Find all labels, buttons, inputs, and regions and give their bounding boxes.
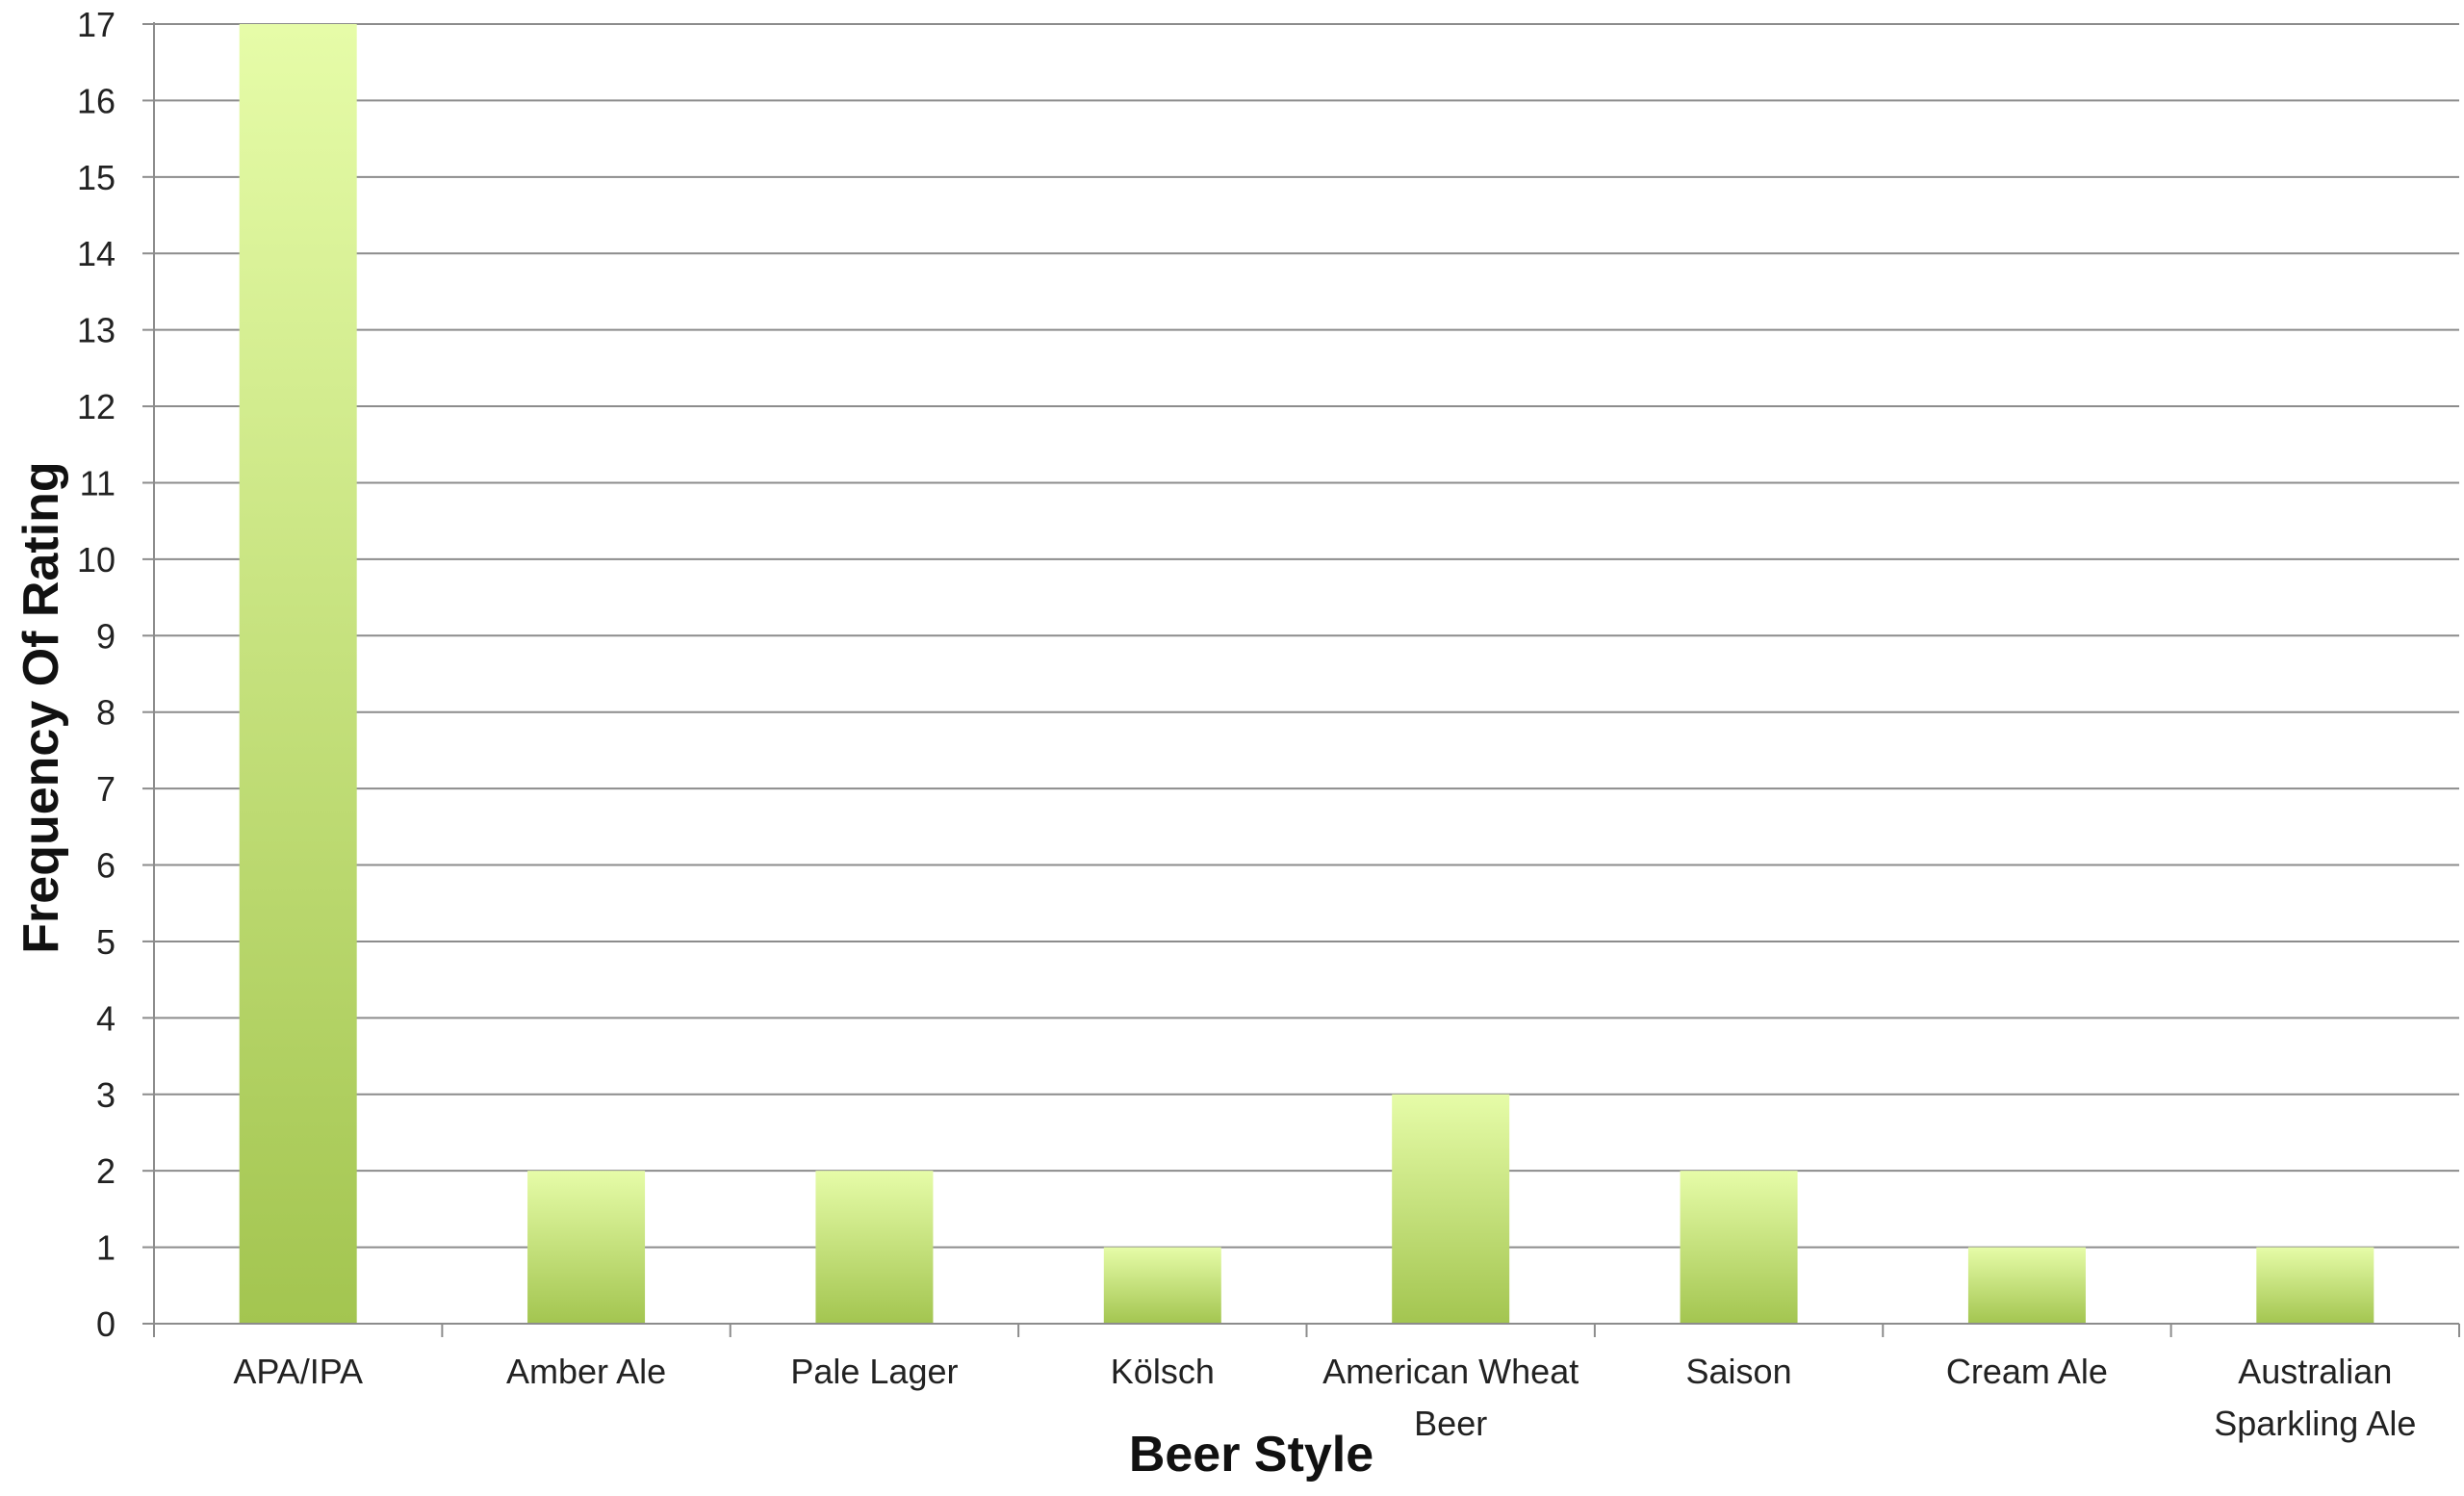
y-tick-label: 5 xyxy=(96,922,116,962)
x-tick-label: Amber Ale xyxy=(506,1352,666,1391)
y-tick-label: 6 xyxy=(96,846,116,886)
y-tick-label: 3 xyxy=(96,1075,116,1115)
bar xyxy=(527,1171,646,1324)
y-tick-label: 2 xyxy=(96,1151,116,1191)
y-axis-title: Frequency Of Rating xyxy=(13,461,69,953)
x-tick-label: Kölsch xyxy=(1111,1352,1215,1391)
y-tick-label: 11 xyxy=(80,463,116,503)
bar xyxy=(1680,1171,1798,1324)
x-tick-label: Pale Lager xyxy=(790,1352,958,1391)
y-tick-label: 14 xyxy=(77,234,116,273)
x-tick-label: APA/IPA xyxy=(233,1352,363,1391)
y-tick-label: 4 xyxy=(96,998,116,1038)
bar xyxy=(239,24,357,1324)
y-tick-label: 15 xyxy=(77,158,116,197)
y-tick-label: 13 xyxy=(77,311,116,350)
y-tick-label: 12 xyxy=(77,387,116,426)
bars xyxy=(239,24,2374,1324)
y-tick-label: 1 xyxy=(96,1228,116,1268)
y-tick-label: 16 xyxy=(77,81,116,120)
x-tick-label: Saison xyxy=(1686,1352,1792,1391)
bar xyxy=(815,1171,934,1324)
gridlines xyxy=(154,23,2459,1249)
x-tick-label: American Wheat xyxy=(1322,1352,1578,1391)
x-tick-label: Cream Ale xyxy=(1946,1352,2108,1391)
x-tick-label: Australian xyxy=(2238,1352,2392,1391)
bar xyxy=(1392,1094,1510,1324)
y-tick-label: 17 xyxy=(77,5,116,44)
y-tick-label: 0 xyxy=(96,1304,116,1344)
axes xyxy=(142,22,2460,1337)
y-tick-label: 7 xyxy=(96,769,116,809)
bar xyxy=(2256,1247,2374,1324)
bar xyxy=(1103,1247,1221,1324)
bar xyxy=(1967,1247,2086,1324)
y-tick-label: 8 xyxy=(96,693,116,733)
y-tick-label: 10 xyxy=(77,540,116,580)
x-tick-label: Beer xyxy=(1414,1404,1487,1443)
x-axis-title: Beer Style xyxy=(1129,1427,1373,1483)
y-tick-label: 9 xyxy=(96,616,116,656)
x-tick-label: Sparkling Ale xyxy=(2214,1404,2416,1443)
